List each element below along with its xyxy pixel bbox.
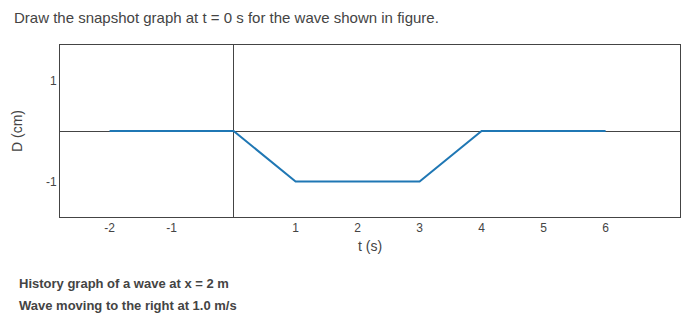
svg-text:-1: -1 <box>166 221 177 235</box>
svg-text:5: 5 <box>540 221 547 235</box>
svg-text:-2: -2 <box>104 221 115 235</box>
svg-text:3: 3 <box>416 221 423 235</box>
svg-text:History graph of a wave at x =: History graph of a wave at x = 2 m <box>19 276 229 291</box>
svg-text:Wave moving to the right at 1.: Wave moving to the right at 1.0 m/s <box>19 298 237 313</box>
svg-text:D (cm): D (cm) <box>9 110 25 152</box>
svg-text:-1: -1 <box>46 175 57 189</box>
svg-text:6: 6 <box>602 221 609 235</box>
svg-text:1: 1 <box>292 221 299 235</box>
svg-text:Draw the snapshot graph at t =: Draw the snapshot graph at t = 0 s for t… <box>14 9 439 26</box>
svg-text:1: 1 <box>50 74 57 88</box>
svg-text:t (s): t (s) <box>358 238 382 254</box>
svg-text:2: 2 <box>354 221 361 235</box>
svg-text:4: 4 <box>478 221 485 235</box>
